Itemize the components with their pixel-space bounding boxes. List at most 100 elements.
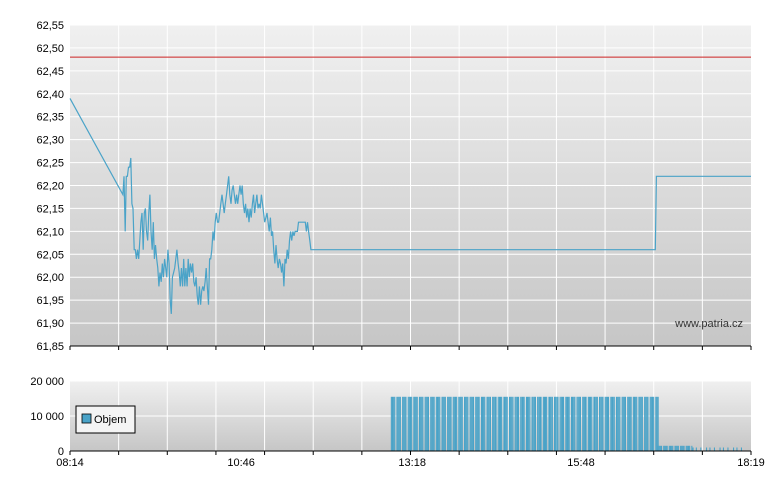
volume-bar <box>465 396 467 452</box>
volume-bar <box>534 396 536 452</box>
volume-bar <box>593 396 595 452</box>
volume-bar <box>646 396 648 452</box>
volume-bar <box>585 396 587 452</box>
volume-bar <box>477 396 479 452</box>
volume-bar <box>624 396 626 452</box>
volume-bar <box>529 396 531 452</box>
volume-bar <box>713 447 715 451</box>
volume-bar <box>659 445 661 452</box>
volume-bar <box>527 396 529 452</box>
volume-bar <box>605 396 607 452</box>
price-y-tick-label: 62,05 <box>36 249 64 261</box>
volume-bar <box>498 396 500 452</box>
volume-bar <box>431 396 433 452</box>
volume-bar <box>533 396 535 452</box>
volume-bar <box>606 396 608 452</box>
volume-bar <box>670 445 672 452</box>
price-y-tick-label: 62,25 <box>36 158 64 170</box>
volume-bar <box>521 396 523 452</box>
volume-bar <box>512 396 514 452</box>
volume-bar <box>492 396 494 452</box>
volume-bar <box>615 396 617 452</box>
volume-bar <box>691 445 693 452</box>
volume-bar <box>407 396 409 452</box>
x-tick-label: 18:19 <box>737 457 765 469</box>
volume-bar <box>537 396 539 452</box>
volume-bar <box>590 396 592 452</box>
volume-bar <box>560 396 562 452</box>
volume-bar <box>461 396 463 452</box>
price-y-tick-label: 61,85 <box>36 341 64 353</box>
price-series-line <box>69 98 751 314</box>
volume-bar <box>514 396 516 452</box>
volume-bar <box>476 396 478 452</box>
volume-bar <box>591 396 593 452</box>
volume-bar <box>543 396 545 452</box>
volume-bar <box>700 447 702 451</box>
volume-bar <box>515 396 517 452</box>
price-grid <box>70 24 751 347</box>
volume-bar <box>437 396 439 452</box>
volume-bar <box>645 396 647 452</box>
volume-bar <box>682 445 684 452</box>
volume-bar <box>610 396 612 452</box>
volume-bar <box>727 447 729 451</box>
volume-bar <box>736 447 738 451</box>
volume-bar <box>656 396 658 452</box>
volume-bar <box>622 396 624 452</box>
volume-bar <box>613 396 615 452</box>
x-tick-label: 15:48 <box>567 457 595 469</box>
volume-bar <box>489 396 491 452</box>
volume-y-tick-label: 0 <box>58 446 64 458</box>
volume-bar <box>443 396 445 452</box>
volume-bar <box>532 396 534 452</box>
volume-bar <box>638 396 640 452</box>
volume-bar <box>475 396 477 452</box>
volume-bar <box>555 396 557 452</box>
price-y-tick-label: 62,45 <box>36 66 64 78</box>
volume-bar <box>686 445 688 452</box>
volume-bar <box>416 396 418 452</box>
volume-bar <box>557 396 559 452</box>
volume-bar <box>473 396 475 452</box>
volume-bar <box>572 396 574 452</box>
volume-bar <box>413 396 415 452</box>
volume-bar <box>414 396 416 452</box>
volume-bar <box>516 396 518 452</box>
volume-bar <box>692 447 694 451</box>
volume-bar <box>531 396 533 452</box>
volume-bar <box>425 396 427 452</box>
price-y-tick-label: 62,30 <box>36 135 64 147</box>
volume-bar <box>449 396 451 452</box>
volume-bar <box>722 447 724 451</box>
volume-bar <box>415 396 417 452</box>
volume-bar <box>466 396 468 452</box>
volume-bar <box>554 396 556 452</box>
volume-bar <box>549 396 551 452</box>
price-y-tick-label: 62,50 <box>36 43 64 55</box>
volume-y-axis: 0 10 000 20 000 <box>30 376 64 458</box>
volume-bar <box>390 396 392 452</box>
volume-bar <box>432 396 434 452</box>
volume-bar <box>448 396 450 452</box>
volume-bar <box>409 396 411 452</box>
volume-bar <box>405 396 407 452</box>
volume-bar <box>665 445 667 452</box>
volume-bar <box>435 396 437 452</box>
volume-bar <box>420 396 422 452</box>
volume-bar <box>438 396 440 452</box>
volume-bar <box>577 396 579 452</box>
volume-bar <box>500 396 502 452</box>
volume-bar <box>676 445 678 452</box>
volume-bar <box>681 445 683 452</box>
volume-bar <box>740 447 742 451</box>
x-tick-label: 08:14 <box>56 457 84 469</box>
volume-bar <box>497 396 499 452</box>
volume-bar <box>528 396 530 452</box>
price-y-tick-label: 62,15 <box>36 203 64 215</box>
volume-bar <box>675 445 677 452</box>
volume-bar <box>411 396 413 452</box>
volume-bar <box>561 396 563 452</box>
volume-bar <box>404 396 406 452</box>
price-y-axis: 61,85 61,90 61,95 62,00 62,05 62,10 62,15 62,20… <box>36 20 64 353</box>
